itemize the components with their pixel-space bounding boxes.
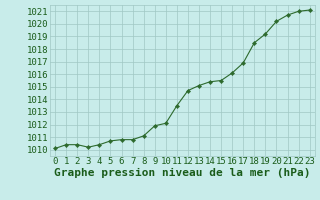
X-axis label: Graphe pression niveau de la mer (hPa): Graphe pression niveau de la mer (hPa) (54, 168, 311, 178)
